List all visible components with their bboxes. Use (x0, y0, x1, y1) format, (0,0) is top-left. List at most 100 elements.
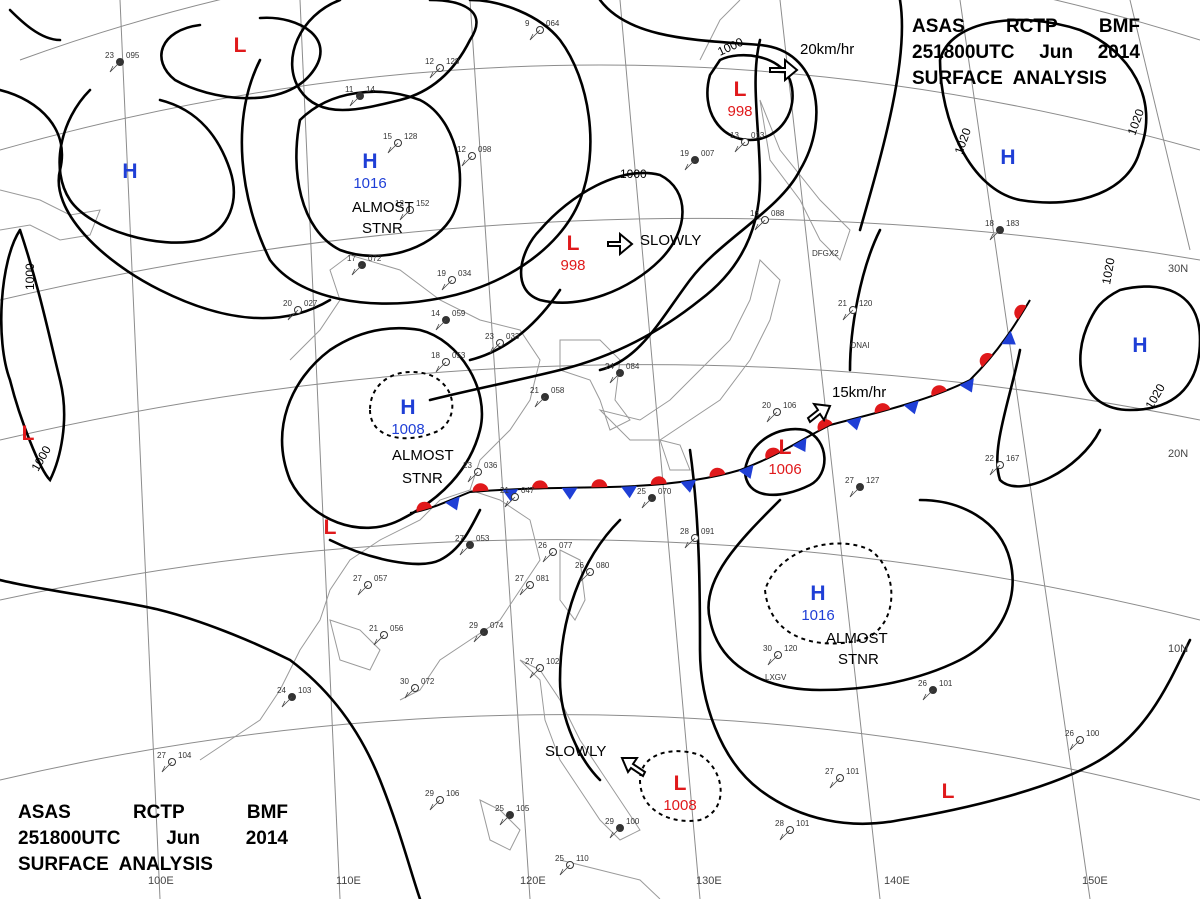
high-center-high-west: H (122, 160, 137, 183)
station-plot: 20 027 (283, 299, 318, 321)
station-pressure: 14 (366, 85, 375, 94)
station-temperature: 23 (105, 51, 114, 60)
station-pressure: 074 (490, 621, 504, 630)
station-pressure: 101 (939, 679, 953, 688)
station-plot: 17 072 (347, 254, 382, 276)
station-pressure: 120 (784, 644, 798, 653)
wind-barb (387, 142, 399, 154)
station-plot: 24 084 (605, 362, 640, 384)
wind-barb (559, 864, 571, 876)
station-plot: 25 070 (637, 487, 672, 509)
station-plot: 19 034 (437, 269, 472, 291)
station-plot: 25 110 (555, 854, 589, 876)
low-center-low-japan: L (779, 436, 792, 459)
station-plot: 27 101 (825, 767, 860, 789)
station-pressure: 064 (546, 19, 560, 28)
station-pressure: 106 (783, 401, 797, 410)
station-plot: 29 106 (425, 789, 460, 811)
station-plot: 27 104 (157, 751, 192, 773)
station-temperature: 27 (353, 574, 362, 583)
motion-label-japan: 15km/hr (832, 384, 886, 401)
note-mongolia-1: ALMOST (352, 199, 414, 216)
station-pressure: 034 (458, 269, 472, 278)
station-pressure: 106 (446, 789, 460, 798)
station-temperature: 11 (345, 85, 354, 94)
cold-front-triangle (959, 378, 974, 393)
title-code: BMF (1098, 16, 1140, 37)
cold-front-triangle (621, 485, 638, 499)
cold-front-triangle (561, 487, 578, 500)
station-pressure: 047 (521, 486, 535, 495)
low-center-low-west-edge: L (22, 422, 35, 445)
station-temperature: 12 (395, 199, 404, 208)
wind-barb (989, 229, 1001, 241)
dashed-isobars (368, 370, 893, 822)
station-temperature: 25 (495, 804, 504, 813)
low-center-low-nw: L (234, 34, 247, 57)
title-block-bottom: ASAS RCTP BMF 251800UTC Jun 2014 SURFACE… (18, 800, 288, 878)
wind-barb (754, 219, 766, 231)
wind-barb (109, 61, 121, 73)
wind-barb (473, 631, 485, 643)
high-center-high-china: H (400, 396, 415, 419)
warm-front-semicircle (416, 501, 433, 513)
station-temperature: 12 (457, 145, 466, 154)
station-pressure: 077 (559, 541, 573, 550)
station-temperature: 29 (605, 817, 614, 826)
station-plot: 14 059 (431, 309, 466, 331)
station-plot: 21 120 (838, 299, 873, 321)
station-temperature: 30 (763, 644, 772, 653)
station-plot: 29 074 (469, 621, 504, 643)
front-symbols (416, 304, 1027, 513)
title-code: BMF (246, 802, 288, 823)
wind-barb (766, 411, 778, 423)
note-mongolia-2: STNR (362, 220, 403, 237)
wind-barb (357, 584, 369, 596)
motion-label-philippines: SLOWLY (545, 743, 606, 760)
station-temperature: 20 (283, 299, 292, 308)
station-pressure: 100 (1086, 729, 1100, 738)
station-plot: 23 033 (485, 332, 520, 354)
isobar-label: 1020 (1099, 256, 1117, 285)
station-plot: 20 106 (762, 401, 797, 423)
station-temperature: 29 (425, 789, 434, 798)
station-pressure: 120 (859, 299, 873, 308)
station-temperature: 21 (369, 624, 378, 633)
station-temperature: 21 (500, 486, 509, 495)
warm-front-semicircle (874, 403, 891, 414)
station-plot: 28 101 (775, 819, 810, 841)
station-pressure: 088 (771, 209, 785, 218)
station-temperature: 27 (845, 476, 854, 485)
station-pressure: 100 (626, 817, 640, 826)
station-plot: 23 036 (463, 461, 498, 483)
wind-barb (504, 496, 516, 508)
station-temperature: 30 (400, 677, 409, 686)
station-temperature: 9 (525, 19, 530, 28)
wind-barb (989, 464, 1001, 476)
warm-front-semicircle (1014, 304, 1027, 320)
station-temperature: 27 (157, 751, 166, 760)
station-temperature: 27 (825, 767, 834, 776)
station-plot: 19 007 (680, 149, 715, 171)
wind-barb (609, 827, 621, 839)
station-pressure: 102 (546, 657, 560, 666)
station-temperature: 20 (762, 401, 771, 410)
station-pressure: 070 (658, 487, 672, 496)
note-china-2: STNR (402, 470, 443, 487)
lon-label: 100E (148, 875, 174, 887)
high-center-high-pacific-s: H (810, 582, 825, 605)
title-month: Jun (166, 828, 200, 849)
lon-label: 120E (520, 875, 546, 887)
high-center-high-pacific-n: H (1000, 146, 1015, 169)
low-center-low-philippines: L (674, 772, 687, 795)
title-analysis: SURFACE ANALYSIS (912, 68, 1107, 89)
cold-front-triangle (444, 496, 460, 511)
wind-barb (287, 309, 299, 321)
station-plot: 26 080 (575, 561, 610, 583)
station-plot: 27 081 (515, 574, 550, 596)
station-temperature: 12 (425, 57, 434, 66)
station-plots: 23 095 9 064 12 128 11 14 15 128 12 098 19 007 13 013 12… (105, 19, 1100, 876)
station-pressure: 053 (452, 351, 466, 360)
station-temperature: 21 (838, 299, 847, 308)
